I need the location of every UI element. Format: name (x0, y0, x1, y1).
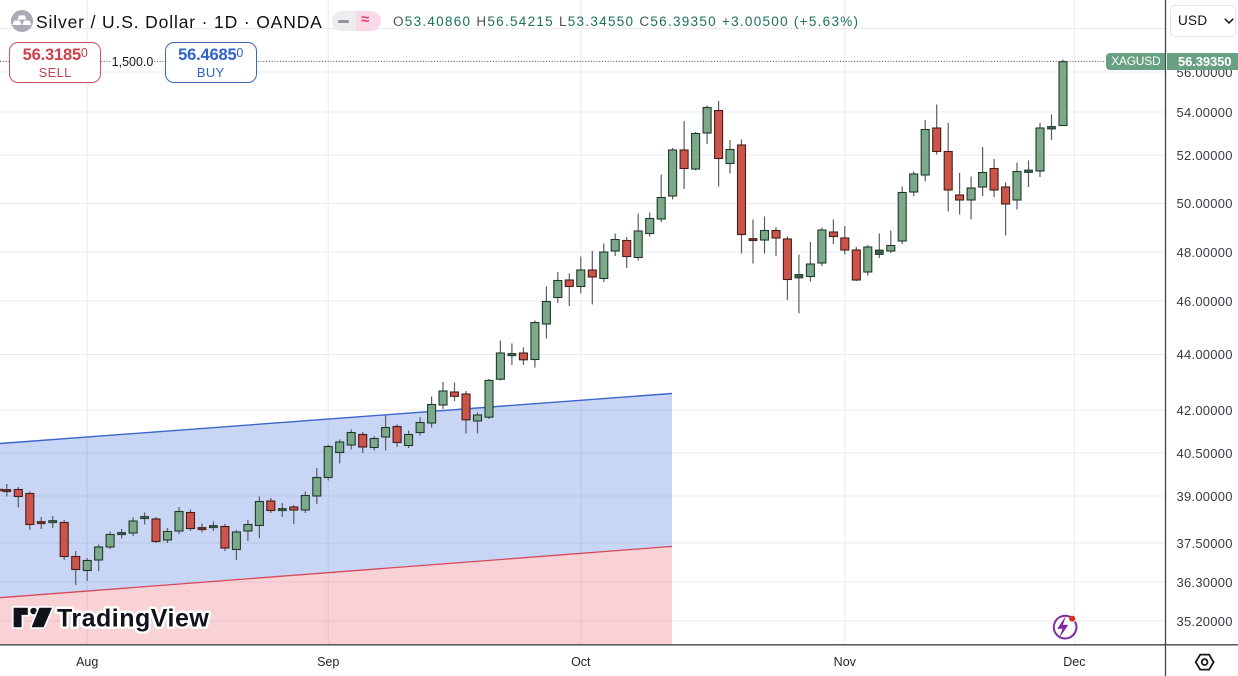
svg-text:TradingView: TradingView (57, 605, 209, 633)
